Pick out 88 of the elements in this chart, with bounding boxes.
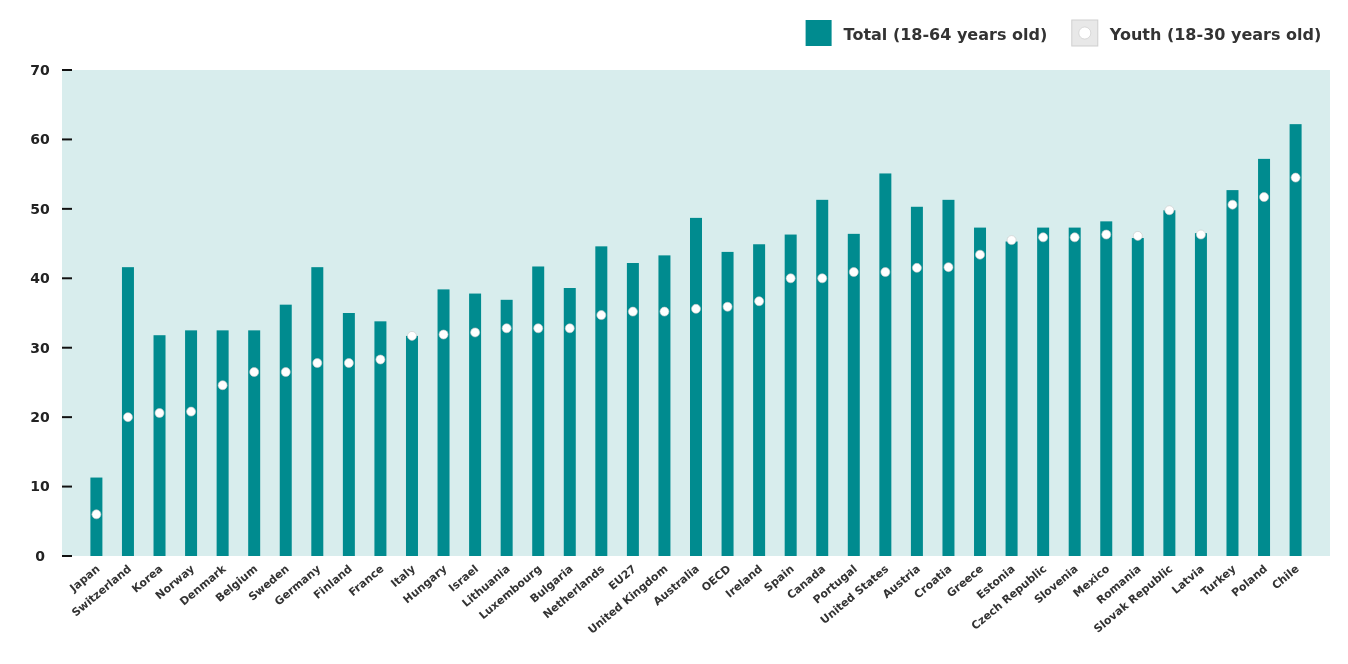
legend-label: Youth (18-30 years old): [1108, 25, 1322, 44]
point: [564, 323, 575, 334]
point: [91, 509, 102, 520]
point: [470, 327, 480, 338]
point: [1259, 192, 1269, 202]
bar: [374, 321, 387, 556]
point: [123, 412, 133, 422]
point: [1101, 229, 1112, 240]
point: [628, 306, 638, 317]
y-tick-label: 70: [30, 61, 50, 78]
bar: [847, 233, 860, 556]
point: [943, 262, 954, 272]
bar: [500, 299, 513, 556]
point: [154, 408, 165, 418]
point: [1069, 232, 1080, 243]
bar: [469, 293, 482, 556]
point: [1133, 231, 1143, 241]
bar: [1289, 124, 1302, 556]
point: [785, 273, 796, 284]
bar: [626, 263, 639, 556]
bar: [879, 173, 892, 556]
legend-label: Total (18-64 years old): [843, 25, 1048, 44]
point: [344, 358, 354, 368]
bar: [910, 206, 923, 556]
point: [596, 310, 607, 320]
y-tick-label: 20: [30, 409, 50, 426]
bar: [153, 335, 166, 556]
y-tick-label: 40: [30, 270, 50, 287]
point: [249, 367, 259, 377]
bar: [1194, 233, 1207, 556]
point: [312, 358, 323, 368]
point: [407, 331, 417, 341]
bar: [437, 289, 450, 556]
point: [817, 273, 828, 284]
point: [691, 304, 701, 314]
point: [659, 306, 670, 317]
point: [1038, 232, 1048, 243]
bar: [721, 251, 734, 556]
point: [280, 367, 291, 377]
bar: [1068, 227, 1081, 556]
point: [533, 323, 544, 334]
bar: [185, 330, 198, 556]
point: [1006, 235, 1017, 245]
y-tick-label: 0: [35, 547, 46, 564]
y-tick-label: 60: [30, 131, 50, 148]
point: [912, 263, 922, 273]
bar: [1100, 221, 1113, 556]
bar: [784, 234, 797, 556]
bar: [1005, 241, 1018, 556]
bar: [1258, 158, 1271, 556]
bar: [1163, 210, 1176, 556]
point: [722, 301, 733, 312]
point: [186, 406, 196, 417]
y-tick-label: 50: [30, 200, 50, 217]
y-tick-label: 30: [30, 339, 50, 356]
point: [1227, 199, 1238, 210]
bar: [90, 477, 103, 556]
bar: [942, 199, 955, 556]
point: [975, 249, 985, 260]
bar: [816, 199, 829, 556]
point: [1290, 172, 1301, 183]
point: [217, 380, 228, 391]
bar: [1037, 227, 1050, 556]
bar: [690, 217, 702, 556]
bar: [974, 227, 987, 556]
bar: [658, 255, 671, 556]
bar: [1131, 238, 1144, 556]
point: [375, 354, 386, 365]
point: [848, 267, 859, 277]
bar: [248, 330, 261, 556]
point: [501, 323, 512, 334]
bar: [279, 304, 292, 556]
bar: [121, 267, 134, 556]
point: [438, 329, 449, 340]
point: [1196, 229, 1206, 240]
bar: [216, 330, 229, 556]
bar: [595, 246, 608, 556]
y-tick-label: 10: [30, 478, 50, 495]
bar: [1226, 190, 1239, 556]
point: [754, 296, 764, 306]
point: [1164, 205, 1175, 216]
bar: [563, 288, 576, 556]
bar: [311, 267, 324, 556]
bar: [753, 244, 766, 556]
bar: [342, 313, 355, 556]
point: [880, 267, 891, 277]
bar: [405, 335, 418, 556]
bar: [532, 266, 545, 556]
